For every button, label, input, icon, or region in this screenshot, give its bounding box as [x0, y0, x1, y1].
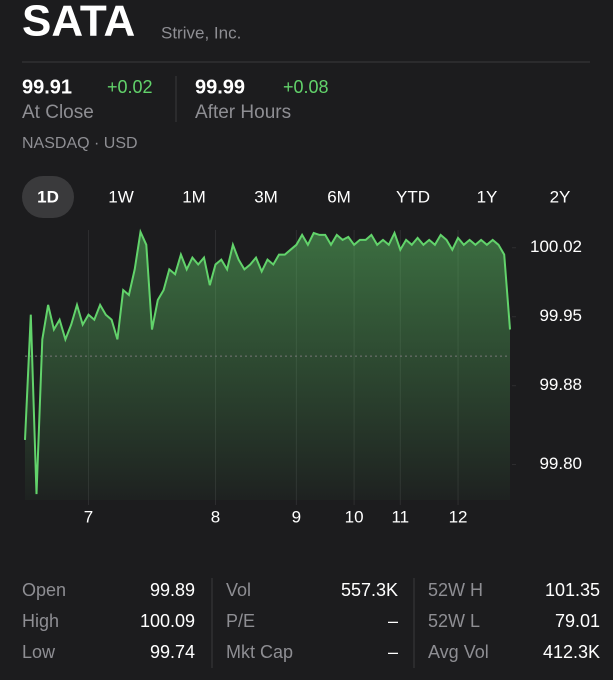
after-change: +0.08	[283, 77, 329, 97]
exchange: NASDAQ · USD	[22, 135, 138, 152]
after-price: 99.99	[195, 76, 245, 98]
close-change: +0.02	[107, 77, 153, 97]
close-price: 99.91	[22, 76, 72, 98]
stat-label: 52W L	[428, 611, 480, 631]
stat-label: Vol	[226, 580, 251, 600]
x-tick-label: 11	[391, 507, 409, 526]
x-tick-label: 9	[292, 507, 301, 526]
stat-value: –	[388, 611, 398, 631]
range-tab[interactable]: 3M	[254, 187, 278, 206]
stat-label: Open	[22, 580, 66, 600]
after-label: After Hours	[195, 102, 291, 123]
range-tab[interactable]: 1D	[37, 187, 59, 206]
x-tick-label: 10	[345, 507, 364, 526]
stat-label: Mkt Cap	[226, 642, 293, 662]
x-tick-label: 7	[84, 507, 93, 526]
range-tab[interactable]: 2Y	[550, 187, 571, 206]
stat-label: Avg Vol	[428, 642, 489, 662]
y-tick-label: 99.80	[539, 454, 582, 473]
stat-label: High	[22, 611, 59, 631]
range-tab[interactable]: 1M	[182, 187, 206, 206]
range-tab[interactable]: 1W	[108, 187, 134, 206]
close-label: At Close	[22, 102, 94, 123]
stat-value: 557.3K	[341, 580, 398, 600]
range-tab[interactable]: YTD	[396, 187, 430, 206]
stat-value: 101.35	[545, 580, 600, 600]
stat-label: P/E	[226, 611, 255, 631]
price-line	[24, 228, 511, 495]
company: Strive, Inc.	[161, 23, 241, 42]
stat-value: 99.89	[150, 580, 195, 600]
x-tick-label: 8	[211, 507, 220, 526]
stat-value: 412.3K	[543, 642, 600, 662]
stat-value: 79.01	[555, 611, 600, 631]
range-tab[interactable]: 6M	[327, 187, 351, 206]
range-tab[interactable]: 1Y	[477, 187, 498, 206]
symbol: SATA	[22, 0, 135, 46]
stat-value: 99.74	[150, 642, 195, 662]
y-tick-label: 99.88	[539, 375, 582, 394]
x-tick-label: 12	[449, 507, 468, 526]
y-tick-label: 99.95	[539, 306, 582, 325]
stat-value: 100.09	[140, 611, 195, 631]
stat-label: Low	[22, 642, 56, 662]
y-tick-label: 100.02	[530, 237, 582, 256]
stat-label: 52W H	[428, 580, 483, 600]
area	[25, 232, 510, 500]
selected-tab-bg	[22, 176, 74, 218]
stat-value: –	[388, 642, 398, 662]
